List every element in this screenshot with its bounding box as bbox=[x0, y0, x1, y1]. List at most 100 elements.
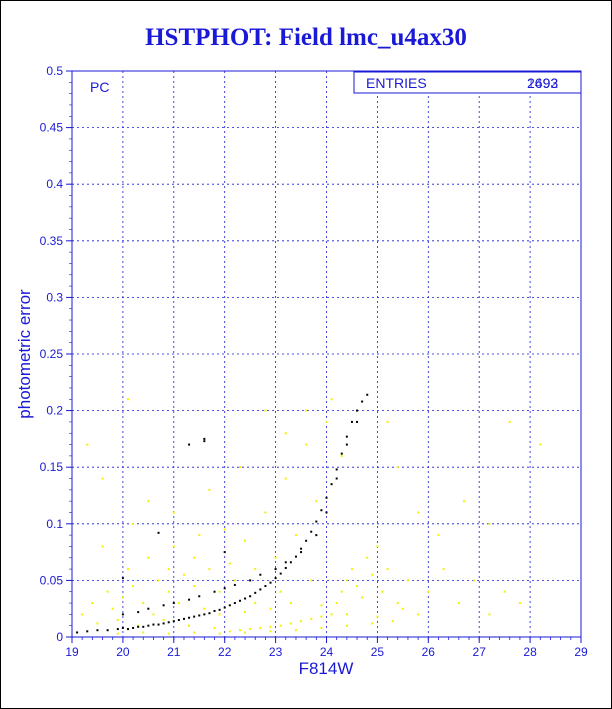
data-point bbox=[172, 511, 175, 514]
stats-box-label: ENTRIES bbox=[366, 75, 427, 91]
data-point bbox=[340, 454, 343, 457]
data-point bbox=[121, 596, 124, 599]
data-point bbox=[539, 443, 542, 446]
data-point bbox=[233, 583, 236, 586]
data-point bbox=[86, 630, 89, 633]
data-point bbox=[310, 617, 313, 620]
grid-lines bbox=[72, 71, 581, 637]
data-point bbox=[391, 620, 394, 623]
data-point bbox=[172, 545, 175, 548]
data-point bbox=[106, 629, 109, 632]
data-point bbox=[193, 556, 196, 559]
data-point bbox=[473, 579, 476, 582]
data-point bbox=[137, 624, 140, 627]
data-point bbox=[269, 607, 272, 610]
data-point bbox=[488, 613, 491, 616]
data-point bbox=[157, 623, 160, 626]
y-tick-label: 0.4 bbox=[46, 177, 63, 191]
data-point bbox=[356, 585, 359, 588]
data-point bbox=[244, 611, 247, 614]
data-point bbox=[371, 573, 374, 576]
data-point bbox=[233, 579, 236, 582]
data-point bbox=[345, 579, 348, 582]
x-tick-label: 20 bbox=[116, 645, 130, 659]
data-point bbox=[396, 466, 399, 469]
y-tick-label: 0.25 bbox=[40, 347, 64, 361]
data-point bbox=[162, 604, 165, 607]
data-point bbox=[101, 477, 104, 480]
data-point bbox=[335, 477, 338, 480]
panel-label: PC bbox=[90, 79, 109, 95]
data-point bbox=[350, 568, 353, 571]
data-point bbox=[366, 393, 369, 396]
data-point bbox=[279, 624, 282, 627]
data-point bbox=[244, 631, 247, 634]
data-point bbox=[320, 615, 323, 618]
data-point bbox=[259, 626, 262, 629]
data-point bbox=[330, 398, 333, 401]
data-point bbox=[300, 620, 303, 623]
y-tick-label: 0 bbox=[56, 630, 63, 644]
axis-ticks bbox=[66, 70, 582, 643]
y-tick-labels: 0 0.05 0.1 0.15 0.2 0.25 0.3 0.35 0.4 0.45 0.5 bbox=[40, 64, 64, 644]
data-point bbox=[223, 528, 226, 531]
data-point bbox=[386, 568, 389, 571]
x-tick-label: 25 bbox=[371, 645, 385, 659]
data-point bbox=[325, 420, 328, 423]
data-point bbox=[320, 626, 323, 629]
data-point bbox=[193, 615, 196, 618]
data-point bbox=[111, 607, 114, 610]
data-point bbox=[259, 573, 262, 576]
data-point bbox=[86, 443, 89, 446]
data-point bbox=[279, 590, 282, 593]
data-point bbox=[177, 602, 180, 605]
data-point bbox=[371, 622, 374, 625]
data-point bbox=[488, 522, 491, 525]
data-point bbox=[249, 628, 252, 631]
y-tick-label: 0.5 bbox=[46, 64, 63, 78]
data-point bbox=[198, 614, 201, 617]
data-point bbox=[249, 579, 252, 582]
data-point bbox=[289, 622, 292, 625]
data-point bbox=[218, 590, 221, 593]
data-point bbox=[116, 628, 119, 631]
data-point bbox=[147, 607, 150, 610]
data-point bbox=[208, 488, 211, 491]
data-point bbox=[228, 562, 231, 565]
data-point bbox=[345, 443, 348, 446]
data-point bbox=[238, 599, 241, 602]
data-point bbox=[503, 590, 506, 593]
data-point bbox=[401, 607, 404, 610]
data-point bbox=[233, 602, 236, 605]
data-point bbox=[167, 621, 170, 624]
data-point bbox=[305, 443, 308, 446]
data-point bbox=[269, 630, 272, 633]
chart-title: HSTPHOT: Field lmc_u4ax30 bbox=[145, 24, 467, 51]
data-point bbox=[274, 568, 277, 571]
data-point bbox=[121, 626, 124, 629]
data-point bbox=[167, 590, 170, 593]
data-point bbox=[274, 556, 277, 559]
data-point bbox=[508, 420, 511, 423]
stats-box-value-a: 2693 bbox=[527, 75, 558, 91]
data-point bbox=[152, 613, 155, 616]
data-point bbox=[442, 568, 445, 571]
data-point bbox=[116, 619, 119, 622]
data-point bbox=[96, 629, 99, 632]
data-point bbox=[218, 613, 221, 616]
data-point bbox=[101, 545, 104, 548]
data-point bbox=[269, 625, 272, 628]
data-point bbox=[305, 409, 308, 412]
data-point bbox=[203, 437, 206, 440]
data-point bbox=[132, 522, 135, 525]
data-point bbox=[305, 539, 308, 542]
data-point bbox=[198, 595, 201, 598]
data-point bbox=[406, 579, 409, 582]
data-point bbox=[172, 620, 175, 623]
data-point bbox=[188, 616, 191, 619]
data-point bbox=[142, 631, 145, 634]
data-point bbox=[147, 500, 150, 503]
x-tick-labels: 19 20 21 22 23 24 25 26 27 28 29 bbox=[65, 645, 588, 659]
data-point bbox=[116, 632, 119, 635]
